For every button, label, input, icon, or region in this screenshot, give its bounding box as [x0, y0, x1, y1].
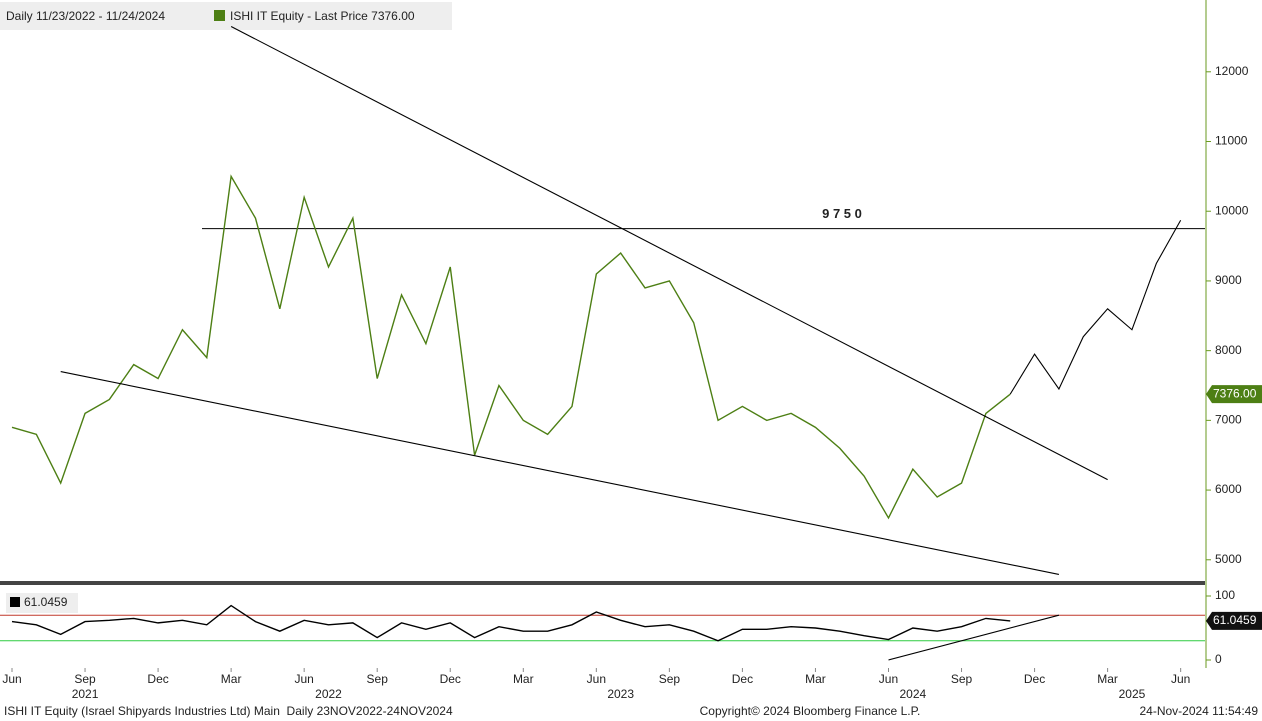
last-price-tag — [1206, 385, 1262, 404]
x-tick-label: Mar — [221, 672, 242, 686]
x-tick-label: Jun — [879, 672, 898, 686]
panel-divider — [0, 581, 1205, 585]
x-year-label: 2022 — [315, 687, 342, 701]
x-tick-label: Sep — [367, 672, 389, 686]
x-tick-label: Sep — [659, 672, 681, 686]
x-tick-label: Jun — [294, 672, 313, 686]
x-tick-label: Dec — [732, 672, 753, 686]
x-year-label: 2021 — [72, 687, 99, 701]
header-range: Daily 11/23/2022 - 11/24/2024 — [6, 9, 165, 23]
trend-line — [230, 26, 1108, 481]
y-tick-label: 9000 — [1215, 273, 1242, 287]
x-tick-label: Jun — [1171, 672, 1190, 686]
rsi-legend-box — [6, 593, 78, 613]
y-tick-label: 10000 — [1215, 203, 1249, 217]
x-tick-label: Dec — [440, 672, 461, 686]
x-year-label: 2024 — [899, 687, 926, 701]
x-tick-label: Jun — [587, 672, 606, 686]
header-box — [0, 2, 452, 30]
trend-line — [60, 371, 1060, 575]
trend-line — [888, 614, 1060, 661]
rsi-line — [11, 604, 1011, 642]
rsi-swatch — [10, 597, 20, 607]
footer-center: Copyright© 2024 Bloomberg Finance L.P. — [700, 704, 921, 718]
y-tick-label: 11000 — [1215, 134, 1248, 148]
footer-right: 24-Nov-2024 11:54:49 — [1139, 704, 1258, 718]
rsi-legend-label: 61.0459 — [24, 595, 68, 609]
price-line — [11, 174, 1011, 520]
rsi-last-tag — [1206, 611, 1262, 630]
x-year-label: 2025 — [1119, 687, 1146, 701]
y-tick-label: 8000 — [1215, 343, 1242, 357]
footer-left: ISHI IT Equity (Israel Shipyards Industr… — [4, 704, 453, 718]
rsi-y-tick-label: 0 — [1215, 652, 1222, 666]
x-tick-label: Dec — [147, 672, 168, 686]
x-tick-label: Mar — [805, 672, 826, 686]
legend-label: ISHI IT Equity - Last Price 7376.00 — [230, 9, 415, 23]
rsi-last-label: 61.0459 — [1213, 613, 1257, 627]
legend-swatch — [214, 10, 225, 21]
x-tick-label: Sep — [74, 672, 96, 686]
last-price-label: 7376.00 — [1213, 386, 1257, 400]
trend-line — [1009, 220, 1182, 395]
rsi-y-tick-label: 100 — [1215, 588, 1235, 602]
x-tick-label: Mar — [1097, 672, 1118, 686]
x-tick-label: Jun — [2, 672, 21, 686]
x-year-label: 2023 — [607, 687, 634, 701]
x-tick-label: Sep — [951, 672, 973, 686]
y-tick-label: 5000 — [1215, 552, 1242, 566]
x-tick-label: Dec — [1024, 672, 1045, 686]
y-tick-label: 12000 — [1215, 64, 1249, 78]
y-tick-label: 6000 — [1215, 482, 1242, 496]
x-tick-label: Mar — [513, 672, 534, 686]
resistance-label: 9 7 5 0 — [822, 206, 862, 221]
y-tick-label: 7000 — [1215, 413, 1242, 427]
